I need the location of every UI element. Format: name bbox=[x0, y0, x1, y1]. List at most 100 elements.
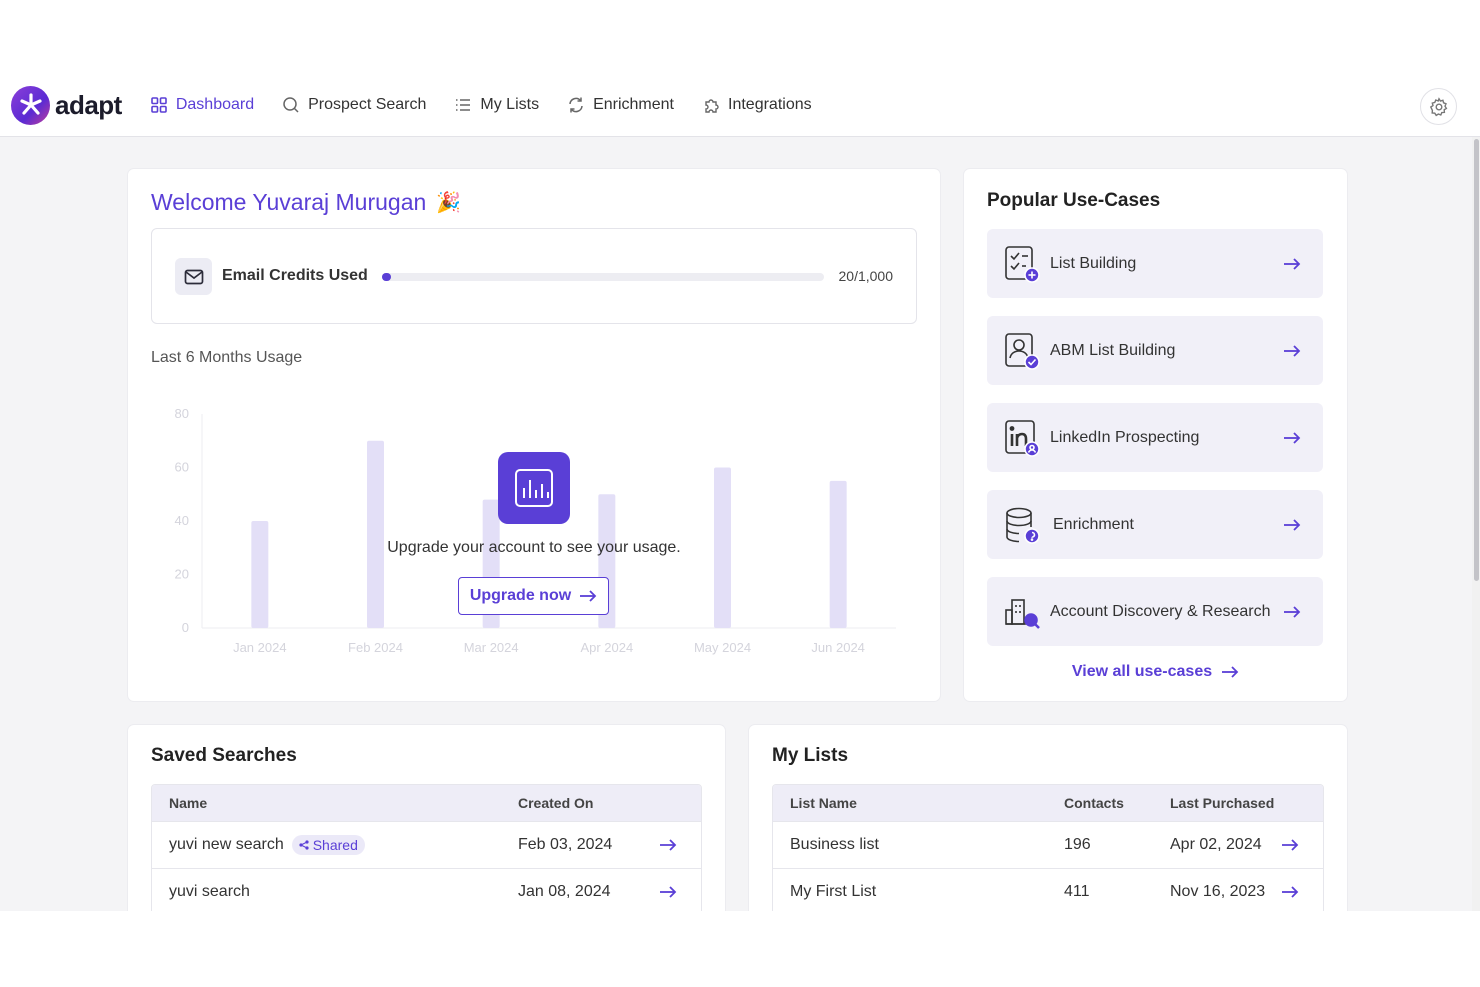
top-navbar: adapt Dashboard Prospect Search My Lists… bbox=[0, 74, 1480, 137]
column-header-last-purchased: Last Purchased bbox=[1170, 795, 1275, 811]
usage-bar bbox=[829, 480, 847, 628]
upgrade-overlay: Upgrade your account to see your usage. … bbox=[151, 386, 917, 676]
saved-search-created: Feb 03, 2024 bbox=[518, 836, 613, 853]
email-credits-value: 20/1,000 bbox=[838, 268, 894, 284]
checklist-icon bbox=[1002, 244, 1042, 284]
arrow-right-icon bbox=[1222, 666, 1239, 678]
usage-chart-title: Last 6 Months Usage bbox=[151, 349, 303, 366]
column-header-contacts: Contacts bbox=[1064, 795, 1124, 811]
use-case-label: Enrichment bbox=[1053, 515, 1134, 533]
table-row[interactable]: My First List 411 Nov 16, 2023 bbox=[773, 868, 1323, 911]
saved-search-name-text: yuvi new search bbox=[169, 836, 284, 853]
arrow-right-icon bbox=[1284, 257, 1301, 270]
list-last-purchased: Nov 16, 2023 bbox=[1170, 883, 1266, 900]
table-header: List Name Contacts Last Purchased bbox=[773, 785, 1323, 821]
nav-enrichment[interactable]: Enrichment bbox=[567, 96, 674, 114]
saved-search-created: Jan 08, 2024 bbox=[518, 883, 611, 900]
adapt-logo[interactable]: adapt bbox=[11, 85, 122, 125]
nav-my-lists[interactable]: My Lists bbox=[454, 96, 539, 114]
building-search-icon bbox=[1002, 592, 1042, 632]
top-blank-area bbox=[0, 0, 1480, 74]
my-lists-table: List Name Contacts Last Purchased Busine… bbox=[772, 784, 1324, 911]
use-case-list-building[interactable]: List Building bbox=[987, 229, 1323, 298]
upgrade-now-label: Upgrade now bbox=[469, 587, 572, 604]
y-tick-label: 0 bbox=[182, 620, 189, 635]
nav-my-lists-label: My Lists bbox=[480, 96, 540, 113]
arrow-right-icon[interactable] bbox=[1281, 886, 1299, 898]
use-case-label: List Building bbox=[1050, 254, 1137, 272]
nav-integrations[interactable]: Integrations bbox=[702, 96, 812, 114]
list-icon bbox=[456, 99, 471, 111]
table-row[interactable]: Business list 196 Apr 02, 2024 bbox=[773, 821, 1323, 868]
dashboard-main: Welcome Yuvaraj Murugan 🎉 Email Credits … bbox=[0, 137, 1480, 911]
app-name: adapt bbox=[55, 89, 122, 120]
account-badge-icon bbox=[1002, 331, 1042, 371]
my-lists-card: My Lists List Name Contacts Last Purchas… bbox=[749, 725, 1347, 911]
email-credits-label: Email Credits Used bbox=[222, 267, 368, 284]
use-case-enrichment[interactable]: Enrichment bbox=[987, 490, 1323, 559]
list-contacts: 411 bbox=[1064, 883, 1090, 900]
use-case-linkedin-prospecting[interactable]: LinkedIn Prospecting bbox=[987, 403, 1323, 472]
arrow-right-icon[interactable] bbox=[659, 886, 677, 898]
email-credits-panel: Email Credits Used 20/1,000 bbox=[151, 228, 917, 324]
nav-dashboard-label: Dashboard bbox=[175, 96, 255, 113]
arrow-right-icon bbox=[1284, 431, 1301, 444]
y-tick-label: 80 bbox=[175, 406, 189, 421]
adapt-logo-icon bbox=[11, 85, 50, 125]
x-tick-label: Apr 2024 bbox=[580, 640, 633, 655]
table-row[interactable]: yuvi new search Shared Feb 03, 2024 bbox=[152, 821, 701, 868]
page-scrollbar[interactable] bbox=[1472, 137, 1480, 911]
view-all-label: View all use-cases bbox=[1071, 663, 1213, 680]
bar-chart-icon bbox=[498, 452, 570, 524]
use-case-account-discovery[interactable]: Account Discovery & Research bbox=[987, 577, 1323, 646]
usage-chart: 0 20 40 60 80 Jan 2024 Feb 2024 Mar 2024 Apr 202… bbox=[151, 386, 911, 676]
x-tick-label: Jan 2024 bbox=[233, 640, 286, 655]
email-credits-progress bbox=[382, 273, 824, 281]
view-all-use-cases-link[interactable]: View all use-cases bbox=[964, 663, 1347, 681]
upgrade-now-button[interactable]: Upgrade now bbox=[458, 577, 609, 615]
use-cases-title: Popular Use-Cases bbox=[987, 190, 1161, 211]
saved-search-name: yuvi new search Shared bbox=[169, 835, 365, 855]
nav-prospect-search[interactable]: Prospect Search bbox=[282, 96, 426, 114]
table-header: Name Created On bbox=[152, 785, 701, 821]
use-case-abm-list-building[interactable]: ABM List Building bbox=[987, 316, 1323, 385]
nav-integrations-label: Integrations bbox=[728, 96, 812, 113]
use-case-label: Account Discovery & Research bbox=[1050, 602, 1271, 620]
my-lists-title: My Lists bbox=[772, 745, 849, 766]
nav-prospect-search-label: Prospect Search bbox=[308, 96, 427, 113]
arrow-right-icon bbox=[1284, 605, 1301, 618]
mail-icon bbox=[175, 258, 212, 295]
arrow-right-icon[interactable] bbox=[659, 839, 677, 851]
y-tick-label: 60 bbox=[175, 460, 189, 475]
table-row[interactable]: yuvi search Jan 08, 2024 bbox=[152, 868, 701, 911]
usage-bar bbox=[251, 521, 269, 628]
nav-enrichment-label: Enrichment bbox=[593, 96, 674, 113]
y-tick-label: 40 bbox=[175, 513, 189, 528]
share-icon bbox=[299, 840, 309, 850]
refresh-icon bbox=[569, 97, 583, 113]
gear-icon bbox=[1429, 96, 1447, 116]
shared-badge: Shared bbox=[291, 835, 365, 855]
main-nav: Dashboard Prospect Search My Lists Enric… bbox=[150, 96, 840, 114]
use-case-label: LinkedIn Prospecting bbox=[1050, 428, 1200, 446]
saved-searches-table: Name Created On yuvi new search Shared F… bbox=[151, 784, 702, 911]
arrow-right-icon bbox=[1284, 518, 1301, 531]
party-popper-icon: 🎉 bbox=[436, 192, 462, 214]
x-tick-label: Feb 2024 bbox=[348, 640, 403, 655]
saved-searches-card: Saved Searches Name Created On yuvi new … bbox=[128, 725, 725, 911]
saved-search-name: yuvi search bbox=[169, 883, 250, 900]
column-header-list-name: List Name bbox=[790, 795, 857, 811]
database-icon bbox=[1002, 505, 1042, 545]
x-tick-label: Mar 2024 bbox=[464, 640, 519, 655]
nav-dashboard[interactable]: Dashboard bbox=[150, 96, 254, 114]
column-header-created-on: Created On bbox=[518, 795, 594, 811]
list-last-purchased: Apr 02, 2024 bbox=[1170, 836, 1262, 853]
scrollbar-thumb[interactable] bbox=[1474, 139, 1479, 581]
settings-button[interactable] bbox=[1420, 88, 1457, 125]
welcome-card: Welcome Yuvaraj Murugan 🎉 Email Credits … bbox=[128, 169, 940, 701]
popular-use-cases-card: Popular Use-Cases List Building ABM List… bbox=[964, 169, 1347, 701]
arrow-right-icon[interactable] bbox=[1281, 839, 1299, 851]
usage-bar bbox=[714, 467, 731, 628]
x-tick-label: May 2024 bbox=[694, 640, 751, 655]
shared-badge-label: Shared bbox=[312, 837, 358, 853]
